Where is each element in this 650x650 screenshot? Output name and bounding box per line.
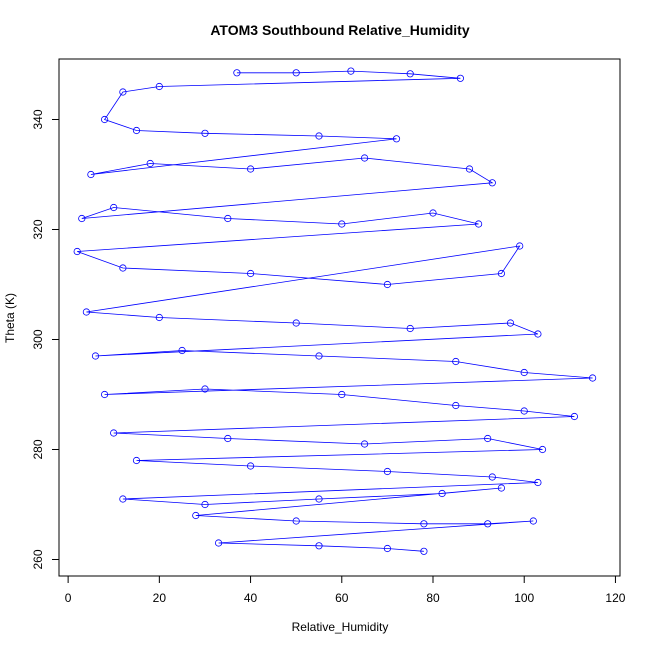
data-point	[132, 456, 141, 465]
data-point	[474, 220, 483, 228]
data-point	[101, 115, 109, 124]
x-tick-label: 60	[335, 591, 349, 605]
data-point	[233, 69, 241, 77]
data-point	[201, 129, 209, 137]
data-layer	[73, 67, 597, 555]
x-tick-label: 100	[514, 591, 534, 605]
data-point	[110, 203, 118, 212]
series-line	[77, 70, 593, 552]
data-point	[155, 313, 163, 322]
data-point	[178, 346, 186, 355]
data-point	[315, 495, 323, 503]
chart-title: ATOM3 Southbound Relative_Humidity	[210, 22, 469, 38]
data-point	[506, 319, 515, 327]
data-point	[420, 520, 428, 528]
data-point	[520, 368, 528, 377]
data-point	[383, 467, 391, 476]
data-point	[192, 511, 200, 520]
data-point	[392, 135, 401, 143]
data-point	[201, 385, 209, 393]
data-point	[497, 484, 505, 492]
data-point	[360, 154, 369, 162]
data-point	[420, 547, 428, 555]
x-tick-label: 20	[153, 591, 167, 605]
y-tick-label: 300	[31, 329, 45, 349]
data-point	[452, 357, 460, 366]
data-point	[484, 434, 492, 443]
data-point	[292, 319, 300, 327]
y-axis: 260 280 300 320 340	[31, 109, 60, 570]
data-point	[247, 269, 255, 278]
data-point	[383, 544, 391, 553]
data-point	[456, 74, 464, 82]
data-point	[146, 159, 154, 168]
data-point	[247, 165, 255, 173]
y-tick-label: 260	[31, 549, 45, 569]
data-point	[87, 170, 95, 179]
x-tick-label: 80	[426, 591, 440, 605]
data-point	[101, 390, 109, 399]
data-point	[338, 220, 346, 228]
data-point	[315, 542, 323, 550]
data-point	[520, 407, 528, 415]
data-point	[570, 412, 579, 421]
data-point	[484, 520, 492, 528]
y-axis-label: Theta (K)	[3, 293, 17, 343]
data-point	[588, 374, 597, 382]
data-point	[315, 352, 323, 360]
data-point	[201, 500, 209, 509]
x-axis-label: Relative_Humidity	[292, 620, 389, 634]
data-point	[215, 539, 223, 547]
data-point	[438, 489, 446, 498]
data-point	[452, 401, 460, 410]
data-point	[224, 214, 232, 223]
x-axis: 0 20 40 60 80 100 120	[65, 575, 626, 605]
data-point	[82, 308, 91, 316]
x-tick-label: 0	[65, 591, 72, 605]
data-point	[119, 88, 127, 96]
data-point	[516, 242, 524, 250]
data-point	[292, 517, 300, 525]
data-point	[534, 478, 542, 487]
data-point	[78, 214, 86, 223]
data-point	[406, 70, 414, 78]
data-point	[538, 445, 547, 454]
data-point	[429, 209, 437, 217]
data-point	[91, 352, 100, 360]
data-point	[529, 517, 537, 525]
data-point	[488, 473, 496, 481]
data-point	[534, 330, 542, 338]
data-point	[247, 462, 255, 470]
y-tick-label: 320	[31, 219, 45, 239]
data-point	[292, 69, 300, 77]
data-point	[119, 264, 127, 272]
y-tick-label: 340	[31, 109, 45, 129]
data-point	[132, 126, 141, 135]
data-point	[465, 165, 474, 173]
y-tick-label: 280	[31, 439, 45, 459]
data-point	[119, 495, 127, 503]
data-point	[155, 82, 163, 91]
data-point	[110, 429, 118, 437]
data-point	[360, 440, 369, 448]
data-point	[406, 324, 414, 333]
data-point	[383, 280, 391, 289]
data-point	[497, 269, 505, 278]
data-point	[347, 67, 355, 75]
data-point	[488, 179, 496, 187]
data-point	[224, 434, 232, 443]
x-tick-label: 120	[605, 591, 625, 605]
x-tick-label: 40	[244, 591, 258, 605]
data-point	[315, 132, 323, 140]
data-point	[338, 390, 346, 399]
data-point	[73, 247, 81, 256]
